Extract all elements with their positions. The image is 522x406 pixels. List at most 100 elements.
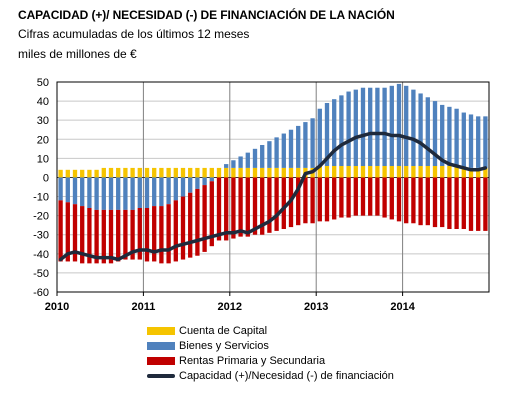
bar-capital [382, 166, 387, 178]
bar-capital [166, 167, 171, 178]
bar-bienes [152, 177, 157, 207]
chart-subtitle: Cifras acumuladas de los últimos 12 mese… [18, 27, 250, 41]
bar-capital [144, 167, 150, 178]
bar-rentas [80, 206, 85, 264]
y-tick-label: 40 [37, 96, 49, 108]
x-tick-label: 2011 [131, 301, 155, 313]
bar-bienes [72, 177, 78, 205]
bar-bienes [310, 118, 315, 168]
bar-capital [94, 169, 99, 178]
bar-bienes [80, 177, 85, 207]
plot-border [56, 81, 490, 293]
bar-capital [324, 166, 330, 178]
bar-rentas [317, 177, 322, 222]
bar-bienes [94, 177, 99, 210]
bar-bienes [267, 141, 272, 168]
bar-rentas [137, 208, 142, 260]
bar-bienes [224, 164, 229, 168]
bar-capital [375, 166, 380, 178]
bar-bienes [238, 156, 243, 168]
y-tick-label: 30 [37, 115, 49, 127]
bar-rentas [209, 181, 214, 247]
legend-item-bienes: Bienes y Servicios [147, 338, 394, 353]
bar-rentas [411, 177, 416, 224]
bar-bienes [411, 89, 416, 166]
bar-bienes [461, 112, 466, 168]
bar-capital [252, 167, 258, 178]
bar-rentas [483, 177, 488, 231]
chart-title: CAPACIDAD (+)/ NECESIDAD (-) DE FINANCIA… [18, 8, 395, 22]
y-tick-label: -40 [33, 249, 49, 261]
bar-capital [411, 166, 416, 178]
bar-rentas [440, 177, 445, 228]
bar-capital [101, 167, 106, 178]
bar-rentas [173, 200, 178, 262]
bar-bienes [360, 87, 366, 166]
x-tick-label: 2012 [218, 301, 242, 313]
bar-rentas [152, 206, 157, 262]
bar-capital [260, 167, 265, 178]
x-axis-labels: 2010 2011 2012 2013 2014 [45, 301, 416, 313]
chart-line [58, 131, 488, 262]
bar-capital [389, 166, 394, 178]
bar-capital [368, 166, 373, 178]
bar-rentas [296, 177, 301, 226]
bar-bienes [87, 177, 92, 208]
bar-rentas [418, 177, 423, 226]
chart-legend: Cuenta de Capital Bienes y Servicios Ren… [147, 323, 394, 383]
legend-swatch-bienes [147, 341, 175, 350]
bar-bienes [324, 103, 330, 166]
bar-capital [432, 166, 438, 178]
bar-rentas [360, 177, 366, 216]
bar-capital [173, 167, 178, 178]
bar-rentas [123, 209, 128, 260]
bar-bienes [332, 99, 337, 166]
bar-capital [425, 166, 430, 178]
bar-rentas [425, 177, 430, 226]
bar-capital [130, 167, 135, 178]
bar-capital [396, 166, 402, 178]
bar-capital [267, 167, 272, 178]
bar-bienes [339, 95, 344, 166]
bar-capital [296, 167, 301, 178]
bar-rentas [375, 177, 380, 216]
y-tick-label: 20 [37, 134, 49, 146]
chart-bars [58, 83, 488, 264]
bar-bienes [468, 114, 474, 168]
bar-rentas [396, 177, 402, 222]
legend-swatch-rentas [147, 356, 175, 365]
bar-bienes [440, 104, 445, 166]
bar-bienes [116, 177, 121, 210]
bar-capital [180, 167, 186, 178]
bar-rentas [216, 177, 222, 241]
bar-bienes [123, 177, 128, 210]
bar-bienes [353, 89, 358, 166]
bar-rentas [324, 177, 330, 222]
bar-rentas [195, 188, 200, 256]
bar-capital [483, 167, 488, 178]
bar-bienes [476, 116, 481, 168]
bar-rentas [202, 185, 207, 252]
bar-capital [65, 169, 70, 178]
bar-bienes [288, 129, 294, 168]
bar-capital [231, 167, 236, 178]
legend-swatch-capital [147, 326, 175, 335]
bar-capital [288, 167, 294, 178]
bar-rentas [389, 177, 394, 220]
bar-bienes [382, 87, 387, 166]
x-tick-label: 2014 [390, 301, 415, 313]
bar-bienes [180, 177, 186, 197]
bar-capital [317, 166, 322, 178]
bar-bienes [202, 177, 207, 186]
x-tick-label: 2013 [304, 301, 328, 313]
bar-rentas [245, 177, 250, 237]
bar-bienes [274, 137, 279, 168]
bar-capital [454, 166, 459, 178]
bar-rentas [454, 177, 459, 229]
bar-rentas [260, 177, 265, 235]
bar-rentas [461, 177, 466, 229]
bar-rentas [353, 177, 358, 216]
bar-rentas [87, 208, 92, 264]
bar-rentas [224, 177, 229, 241]
